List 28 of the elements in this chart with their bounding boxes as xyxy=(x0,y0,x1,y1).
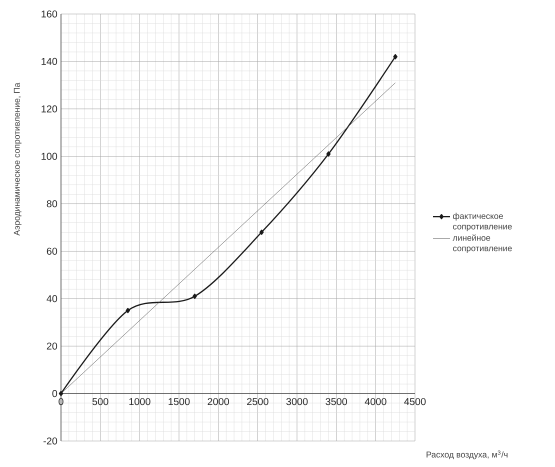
y-tick-label: 40 xyxy=(46,295,58,302)
x-tick-label: 1000 xyxy=(129,398,150,406)
y-tick-label: 160 xyxy=(42,10,58,18)
y-tick-label: 140 xyxy=(42,58,58,65)
y-tick-label: 20 xyxy=(46,342,58,350)
x-tick-label: 2500 xyxy=(247,398,268,406)
y-tick-label: 100 xyxy=(42,152,58,160)
x-tick-label: 4000 xyxy=(364,398,386,406)
legend-label: линейное сопротивление xyxy=(452,234,512,253)
point xyxy=(393,54,398,60)
y-tick-label: 120 xyxy=(42,105,58,112)
y-tick-label: 80 xyxy=(46,200,58,208)
x-tick-label: 4500 xyxy=(404,398,426,406)
x-tick-label: 2000 xyxy=(208,398,230,406)
point xyxy=(58,390,64,396)
x-tick-label: 500 xyxy=(92,398,108,406)
point xyxy=(192,294,197,299)
point xyxy=(326,151,331,157)
y-tick-label: 60 xyxy=(46,248,58,255)
y-tick-label: -20 xyxy=(44,437,58,445)
point xyxy=(126,308,130,314)
point xyxy=(259,230,264,235)
x-tick-label: 3000 xyxy=(286,398,308,406)
y-axis-title: Аэродинамическое сопротивление, Па xyxy=(14,82,22,236)
x-tick-label: 3500 xyxy=(326,398,348,406)
x-axis-title: Расход воздуха, м$^{3}$/ч xyxy=(426,450,508,460)
x-tick-label: 1500 xyxy=(168,398,190,406)
y-tick-label: 0 xyxy=(52,390,58,398)
